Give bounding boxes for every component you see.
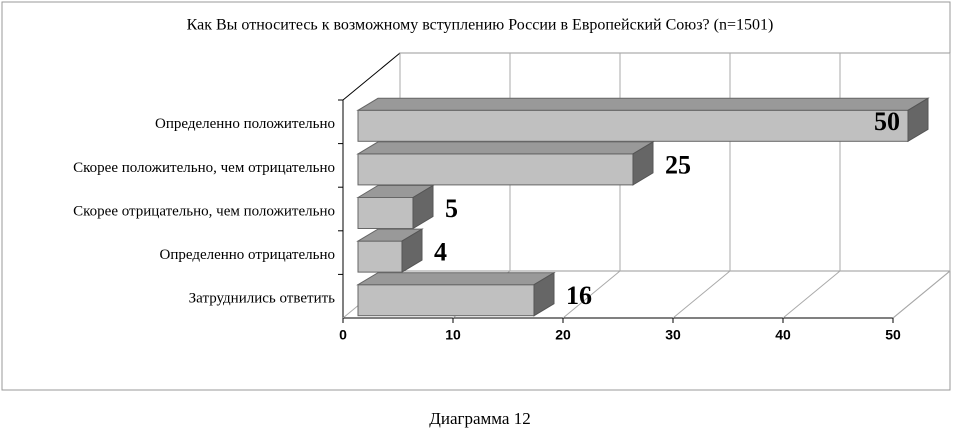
bar-side [533, 271, 555, 317]
y-tick-label: Затруднились ответить [189, 291, 335, 307]
x-tick-label: 40 [775, 327, 791, 343]
y-tick-label: Определенно отрицательно [160, 247, 336, 263]
x-tick-label: 10 [445, 327, 461, 343]
bar [357, 284, 535, 317]
grid-line [672, 270, 731, 319]
grid-line [562, 270, 621, 319]
y-tick-label: Скорее положительно, чем отрицательно [73, 160, 335, 176]
chart-title: Как Вы относитесь к возможному вступлени… [187, 17, 774, 34]
bar [357, 240, 403, 273]
value-label: 4 [434, 238, 447, 267]
grid-line [892, 270, 951, 319]
chart-frame [1, 1, 951, 391]
caption: Диаграмма 12 [429, 409, 530, 428]
y-tick-label: Скорее отрицательно, чем положительно [73, 203, 335, 219]
value-label: 25 [665, 150, 691, 179]
bar-side [907, 97, 929, 143]
value-label: 50 [874, 107, 900, 136]
bar [357, 109, 909, 142]
value-label: 5 [445, 194, 458, 223]
x-tick-label: 0 [339, 327, 347, 343]
x-tick-label: 30 [665, 327, 681, 343]
bar [357, 153, 634, 186]
bar-side [412, 184, 434, 230]
bar-top [356, 141, 655, 155]
x-tick-label: 20 [555, 327, 571, 343]
bar-side [632, 141, 654, 186]
bar-top [356, 272, 556, 286]
bar-top [356, 97, 930, 111]
x-tick-label: 50 [885, 327, 901, 343]
left-wall [342, 52, 401, 101]
y-tick-label: Определенно положительно [155, 116, 335, 132]
grid-line [782, 270, 841, 319]
bar-side [401, 228, 423, 273]
value-label: 16 [566, 281, 592, 310]
bar [357, 197, 414, 229]
